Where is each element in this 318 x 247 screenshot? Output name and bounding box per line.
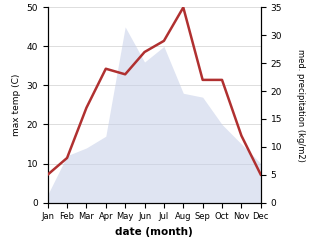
Y-axis label: med. precipitation (kg/m2): med. precipitation (kg/m2) xyxy=(296,49,305,161)
Y-axis label: max temp (C): max temp (C) xyxy=(12,74,21,136)
X-axis label: date (month): date (month) xyxy=(115,227,193,237)
